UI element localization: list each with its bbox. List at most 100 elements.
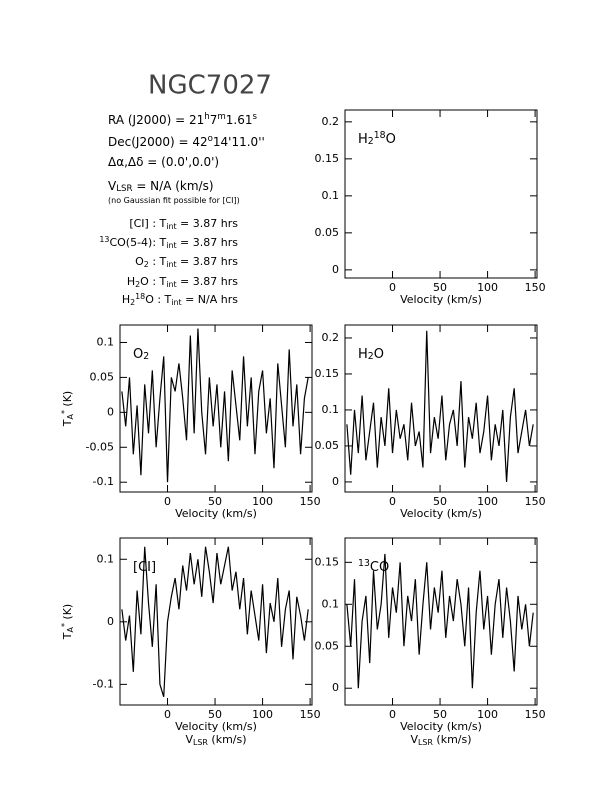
text-part: Δα,Δδ = (0.0',0.0') <box>108 155 219 169</box>
y-tick-label: 0.15 <box>315 555 340 568</box>
text-part: = N/A hrs <box>182 293 239 306</box>
subscript: LSR <box>193 738 208 747</box>
info-note: (no Gaussian fit possible for [CI]) <box>108 196 240 205</box>
x-tick-label: 100 <box>477 281 498 294</box>
y-tick-label: 0 <box>332 475 339 488</box>
text-part: H <box>122 293 130 306</box>
superscript: h <box>204 112 209 122</box>
info-line: O2 : Tint = 3.87 hrs <box>135 255 238 269</box>
text-part: H <box>358 347 368 362</box>
text-part: (km/s) <box>433 733 472 746</box>
subscript: int <box>166 260 176 269</box>
y-tick-label: -0.1 <box>93 677 114 690</box>
info-line: VLSR = N/A (km/s) <box>108 179 214 194</box>
x-axis-label: VLSR (km/s) <box>410 733 471 747</box>
plot-frame <box>344 324 538 493</box>
text-part: [CI] <box>133 560 156 575</box>
plot-frame <box>119 324 313 493</box>
subscript: int <box>166 280 176 289</box>
x-tick-label: 50 <box>433 495 447 508</box>
subscript: A <box>66 413 75 419</box>
text-part: CO(5-4): T <box>109 236 166 249</box>
y-tick-label: 0.1 <box>322 403 340 416</box>
superscript: s <box>253 112 258 122</box>
text-part: 14'11.0'' <box>213 135 265 149</box>
x-axis-label: Velocity (km/s) <box>400 720 482 733</box>
x-tick-label: 0 <box>389 495 396 508</box>
text-part: 7 <box>210 113 218 127</box>
figure-title: NGC7027 <box>148 71 272 101</box>
text-part: Velocity (km/s) <box>400 720 482 733</box>
x-tick-label: 100 <box>252 495 273 508</box>
text-part: Dec(J2000) = 42 <box>108 135 208 149</box>
y-tick-label: 0.05 <box>315 639 340 652</box>
plot-frame <box>344 109 538 279</box>
x-tick-label: 100 <box>252 708 273 721</box>
x-tick-label: 50 <box>433 281 447 294</box>
y-tick-label: 0.2 <box>322 115 340 128</box>
x-tick-label: 150 <box>300 495 321 508</box>
y-tick-label: 0.2 <box>322 331 340 344</box>
text-part: O <box>133 347 143 362</box>
y-tick-label: 0.15 <box>315 367 340 380</box>
y-tick-label: 0.1 <box>97 335 115 348</box>
subscript: 2 <box>368 136 374 147</box>
x-tick-label: 150 <box>525 281 546 294</box>
y-tick-label: -0.05 <box>86 440 114 453</box>
text-part: = 3.87 hrs <box>177 236 239 249</box>
text-part: V <box>410 733 418 746</box>
spectrum <box>121 328 309 483</box>
superscript: 13 <box>99 235 109 244</box>
subscript: int <box>166 222 176 231</box>
info-line: Δα,Δδ = (0.0',0.0') <box>108 155 219 169</box>
superscript: 18 <box>374 130 386 141</box>
spectrum <box>346 553 534 689</box>
info-line: H2O : Tint = 3.87 hrs <box>127 275 238 289</box>
x-axis-label: Velocity (km/s) <box>400 293 482 306</box>
text-part: Velocity (km/s) <box>400 507 482 520</box>
x-axis-label: Velocity (km/s) <box>400 507 482 520</box>
text-part: H <box>358 132 368 147</box>
y-tick-label: 0.05 <box>315 226 340 239</box>
superscript: 13 <box>358 558 370 569</box>
superscript: m <box>217 112 225 122</box>
text-part: = N/A (km/s) <box>133 179 214 193</box>
text-part: (km/s) <box>208 733 247 746</box>
text-part: O : T <box>145 293 171 306</box>
x-tick-label: 0 <box>389 281 396 294</box>
text-part: = 3.87 hrs <box>177 217 239 230</box>
panel-label: H218O <box>358 130 396 147</box>
panel-label: O2 <box>133 347 149 362</box>
subscript: 2 <box>368 351 374 362</box>
text-part: T <box>61 632 74 640</box>
subscript: LSR <box>418 738 433 747</box>
x-tick-label: 0 <box>164 708 171 721</box>
subscript: 2 <box>135 280 140 289</box>
subscript: LSR <box>116 184 132 194</box>
x-axis-label: Velocity (km/s) <box>175 507 257 520</box>
y-tick-label: 0.1 <box>322 189 340 202</box>
info-line: [CI] : Tint = 3.87 hrs <box>129 217 238 231</box>
y-tick-label: 0.1 <box>97 552 115 565</box>
x-tick-label: 50 <box>208 495 222 508</box>
text-part: H <box>127 275 135 288</box>
text-part: Velocity (km/s) <box>175 720 257 733</box>
text-part: V <box>108 179 117 193</box>
text-part: O <box>386 132 396 147</box>
x-tick-label: 50 <box>208 708 222 721</box>
subscript: 2 <box>143 351 149 362</box>
text-part: 1.61 <box>226 113 253 127</box>
subscript: 2 <box>144 260 149 269</box>
info-line: RA (J2000) = 21h7m1.61s <box>108 112 258 127</box>
y-tick-label: 0 <box>332 263 339 276</box>
text-part: = 3.87 hrs <box>177 275 239 288</box>
y-tick-label: 0.05 <box>315 439 340 452</box>
subscript: int <box>166 241 176 250</box>
spectrum <box>346 330 534 482</box>
text-part: (K) <box>61 604 74 623</box>
y-tick-label: 0.1 <box>322 597 340 610</box>
x-tick-label: 50 <box>433 708 447 721</box>
y-tick-label: 0 <box>107 405 114 418</box>
text-part: RA (J2000) = 21 <box>108 113 204 127</box>
